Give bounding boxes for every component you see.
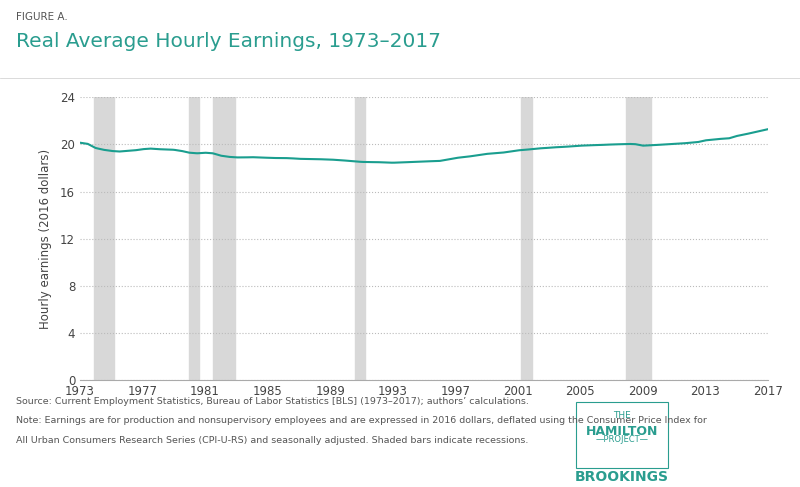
Text: FIGURE A.: FIGURE A. <box>16 12 68 22</box>
Text: —PROJECT—: —PROJECT— <box>595 435 649 444</box>
Text: Real Average Hourly Earnings, 1973–2017: Real Average Hourly Earnings, 1973–2017 <box>16 32 441 51</box>
Text: Note: Earnings are for production and nonsupervisory employees and are expressed: Note: Earnings are for production and no… <box>16 416 707 425</box>
Bar <box>626 97 650 380</box>
Y-axis label: Hourly earnings (2016 dollars): Hourly earnings (2016 dollars) <box>39 149 52 329</box>
Bar <box>94 97 114 380</box>
Bar <box>190 97 199 380</box>
Text: THE: THE <box>613 411 631 419</box>
Bar <box>213 97 235 380</box>
Text: HAMILTON: HAMILTON <box>586 425 658 438</box>
Bar <box>521 97 532 380</box>
Text: BROOKINGS: BROOKINGS <box>575 470 669 484</box>
Text: Source: Current Employment Statistics, Bureau of Labor Statistics [BLS] (1973–20: Source: Current Employment Statistics, B… <box>16 397 529 406</box>
Bar <box>355 97 365 380</box>
Text: All Urban Consumers Research Series (CPI-U-RS) and seasonally adjusted. Shaded b: All Urban Consumers Research Series (CPI… <box>16 436 528 445</box>
